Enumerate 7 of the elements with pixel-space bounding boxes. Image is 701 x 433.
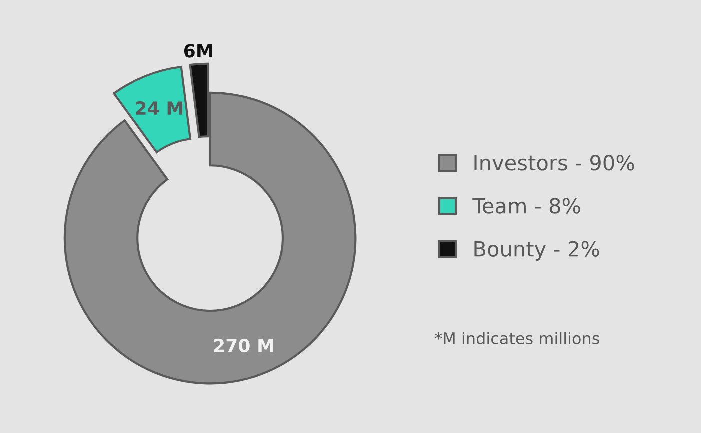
data-label: 6M bbox=[184, 44, 212, 58]
data-label: 270 M bbox=[214, 338, 274, 353]
text: *M indicates millions bbox=[435, 332, 600, 345]
legend-label: Team - 8% bbox=[472, 198, 580, 214]
legend-label: Investors - 90% bbox=[474, 155, 634, 171]
legend-label: Bounty - 2% bbox=[474, 241, 600, 261]
data-label: 24 M bbox=[136, 101, 182, 115]
